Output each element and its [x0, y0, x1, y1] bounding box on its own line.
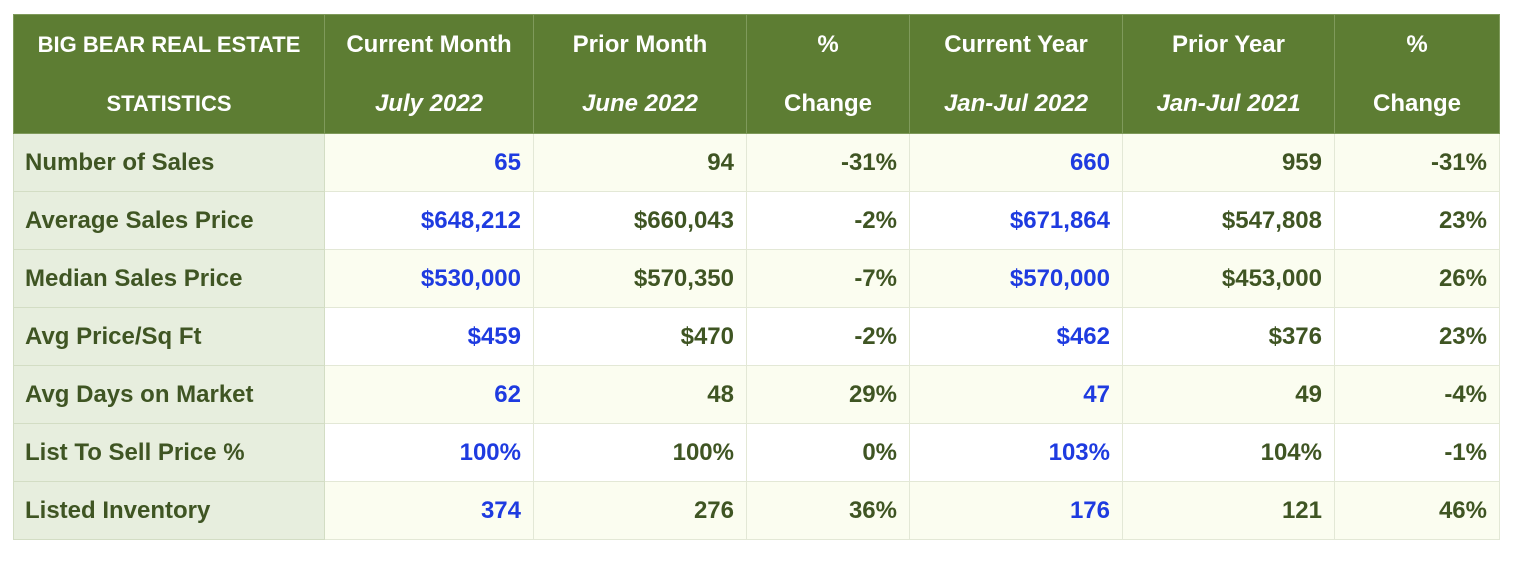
- cell-prior-year: 49: [1122, 365, 1335, 424]
- column-header-line-2: July 2022: [374, 90, 484, 117]
- cell-prior-year: 959: [1122, 133, 1335, 192]
- table-row-number-of-sales: Number of Sales 65 94 -31% 660 959 -31%: [13, 133, 1500, 192]
- column-header-line-2: Jan-Jul 2021: [1156, 90, 1301, 117]
- cell-current-month: 65: [324, 133, 534, 192]
- table-row-avg-price-sq-ft: Avg Price/Sq Ft $459 $470 -2% $462 $376 …: [13, 307, 1500, 366]
- cell-prior-year: $376: [1122, 307, 1335, 366]
- cell-prior-year: $453,000: [1122, 249, 1335, 308]
- header-row: BIG BEAR REAL ESTATE STATISTICS Current …: [13, 14, 1500, 134]
- table-row-list-to-sell-price: List To Sell Price % 100% 100% 0% 103% 1…: [13, 423, 1500, 482]
- cell-current-year: $462: [909, 307, 1123, 366]
- row-label: Avg Days on Market: [13, 365, 325, 424]
- column-header-line-1: Prior Month: [572, 31, 708, 58]
- title-line-1: BIG BEAR REAL ESTATE: [37, 32, 301, 57]
- cell-year-change: -4%: [1334, 365, 1500, 424]
- cell-year-change: 23%: [1334, 191, 1500, 250]
- column-header-line-2: Change: [1372, 90, 1461, 117]
- row-label: Avg Price/Sq Ft: [13, 307, 325, 366]
- cell-year-change: 23%: [1334, 307, 1500, 366]
- cell-current-month: $530,000: [324, 249, 534, 308]
- cell-month-change: -2%: [746, 191, 910, 250]
- cell-prior-month: 48: [533, 365, 747, 424]
- cell-prior-month: $470: [533, 307, 747, 366]
- stats-table-container: BIG BEAR REAL ESTATE STATISTICS Current …: [13, 14, 1500, 540]
- cell-current-year: 47: [909, 365, 1123, 424]
- table-title-header: BIG BEAR REAL ESTATE STATISTICS: [13, 14, 325, 134]
- cell-prior-month: $660,043: [533, 191, 747, 250]
- column-header-line-1: Prior Year: [1172, 31, 1285, 58]
- column-header-current-year: Current Year Jan-Jul 2022: [909, 14, 1123, 134]
- cell-year-change: -31%: [1334, 133, 1500, 192]
- table-row-listed-inventory: Listed Inventory 374 276 36% 176 121 46%: [13, 481, 1500, 540]
- cell-current-year: 660: [909, 133, 1123, 192]
- row-label: List To Sell Price %: [13, 423, 325, 482]
- cell-prior-year: 121: [1122, 481, 1335, 540]
- column-header-line-1: %: [817, 31, 839, 58]
- column-header-year-change: % Change: [1334, 14, 1500, 134]
- cell-prior-month: 276: [533, 481, 747, 540]
- column-header-current-month: Current Month July 2022: [324, 14, 534, 134]
- cell-current-month: 100%: [324, 423, 534, 482]
- column-header-line-1: Current Month: [346, 31, 512, 58]
- column-header-line-2: June 2022: [581, 90, 699, 117]
- cell-month-change: 0%: [746, 423, 910, 482]
- table-row-average-sales-price: Average Sales Price $648,212 $660,043 -2…: [13, 191, 1500, 250]
- table-row-avg-days-on-market: Avg Days on Market 62 48 29% 47 49 -4%: [13, 365, 1500, 424]
- real-estate-stats-table: BIG BEAR REAL ESTATE STATISTICS Current …: [13, 14, 1500, 540]
- column-header-line-2: Jan-Jul 2022: [943, 90, 1089, 117]
- cell-prior-month: $570,350: [533, 249, 747, 308]
- cell-current-year: 103%: [909, 423, 1123, 482]
- cell-month-change: -31%: [746, 133, 910, 192]
- cell-year-change: 46%: [1334, 481, 1500, 540]
- cell-month-change: -2%: [746, 307, 910, 366]
- title-line-2: STATISTICS: [106, 91, 232, 116]
- table-row-median-sales-price: Median Sales Price $530,000 $570,350 -7%…: [13, 249, 1500, 308]
- cell-prior-year: 104%: [1122, 423, 1335, 482]
- column-header-line-2: Change: [783, 90, 872, 117]
- column-header-month-change: % Change: [746, 14, 910, 134]
- cell-prior-month: 94: [533, 133, 747, 192]
- cell-current-month: $459: [324, 307, 534, 366]
- row-label: Average Sales Price: [13, 191, 325, 250]
- cell-current-month: $648,212: [324, 191, 534, 250]
- cell-current-month: 374: [324, 481, 534, 540]
- column-header-line-1: %: [1406, 31, 1428, 58]
- row-label: Median Sales Price: [13, 249, 325, 308]
- cell-prior-year: $547,808: [1122, 191, 1335, 250]
- cell-prior-month: 100%: [533, 423, 747, 482]
- cell-month-change: 29%: [746, 365, 910, 424]
- cell-year-change: 26%: [1334, 249, 1500, 308]
- cell-current-year: $570,000: [909, 249, 1123, 308]
- cell-current-year: 176: [909, 481, 1123, 540]
- row-label: Number of Sales: [13, 133, 325, 192]
- cell-month-change: -7%: [746, 249, 910, 308]
- column-header-line-1: Current Year: [944, 31, 1088, 58]
- cell-year-change: -1%: [1334, 423, 1500, 482]
- cell-current-month: 62: [324, 365, 534, 424]
- cell-current-year: $671,864: [909, 191, 1123, 250]
- cell-month-change: 36%: [746, 481, 910, 540]
- column-header-prior-year: Prior Year Jan-Jul 2021: [1122, 14, 1335, 134]
- column-header-prior-month: Prior Month June 2022: [533, 14, 747, 134]
- row-label: Listed Inventory: [13, 481, 325, 540]
